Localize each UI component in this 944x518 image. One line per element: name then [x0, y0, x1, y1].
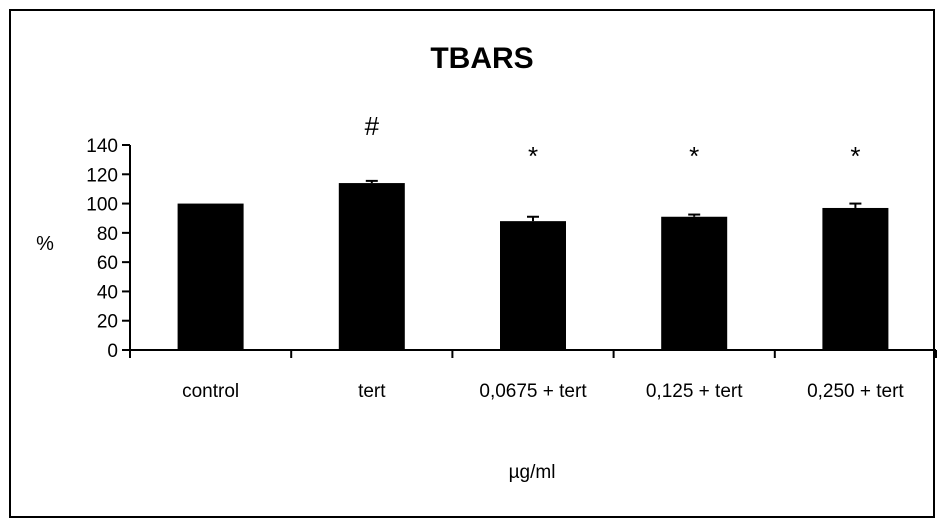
category-label: 0,0675 + tert [479, 381, 587, 402]
category-labels: control tert 0,0675 + tert 0,125 + tert 0,25… [182, 381, 904, 402]
significance-mark: * [689, 141, 699, 171]
y-tick-label: 0 [107, 341, 118, 362]
category-label: 0,250 + tert [807, 381, 904, 402]
bar [822, 207, 889, 350]
y-tick-label: 80 [97, 224, 118, 245]
category-label: control [182, 381, 239, 402]
y-tick-label: 20 [97, 312, 118, 333]
y-tick-label: 40 [97, 282, 118, 303]
category-label: tert [358, 381, 386, 402]
bar [338, 183, 405, 350]
chart-frame [9, 9, 935, 518]
error-bars [365, 179, 862, 222]
y-tick-label: 140 [86, 136, 118, 157]
y-tick-label: 100 [86, 195, 118, 216]
y-tick-label: 120 [86, 165, 118, 186]
bars [177, 183, 889, 350]
x-ticks [129, 350, 937, 358]
chart-title: TBARS [430, 42, 533, 75]
bar [177, 203, 244, 350]
x-axis-label: µg/ml [509, 462, 556, 483]
significance-mark: * [850, 141, 860, 171]
significance-marks: # * * * [365, 111, 861, 171]
significance-mark: # [365, 111, 380, 141]
y-tick-label: 60 [97, 253, 118, 274]
y-axis-label: % [36, 233, 54, 255]
significance-mark: * [528, 141, 538, 171]
category-label: 0,125 + tert [646, 381, 743, 402]
bar [661, 216, 728, 350]
y-ticks: 0 20 40 60 80 100 120 140 [86, 136, 130, 362]
bar [500, 221, 566, 350]
